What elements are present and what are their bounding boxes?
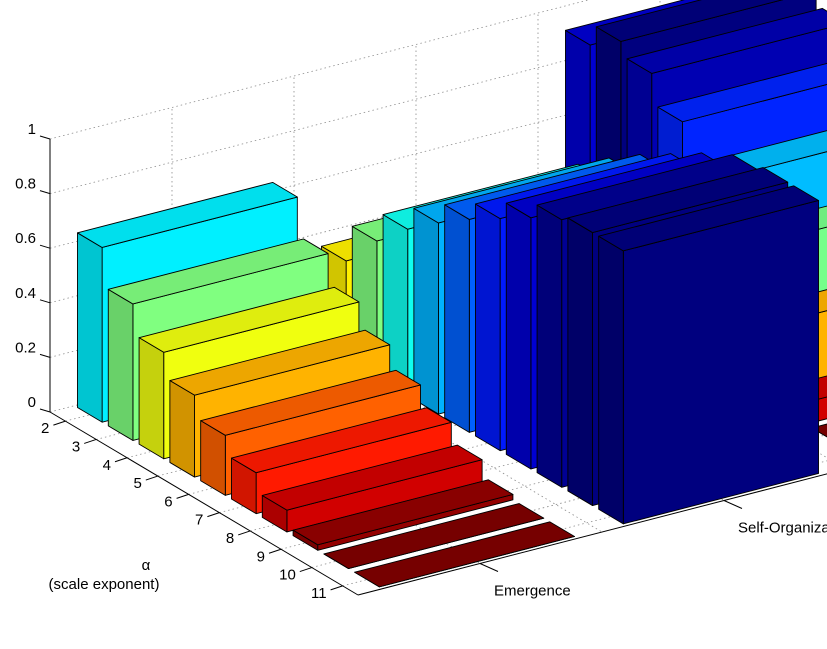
- alpha-tick-label: 7: [195, 512, 203, 529]
- bar-front-face: [622, 200, 819, 525]
- z-tick-label: 1: [28, 121, 36, 138]
- alpha-tick-label: 11: [311, 585, 327, 602]
- alpha-axis: [49, 411, 359, 596]
- alpha-tick-label: 9: [257, 548, 265, 565]
- bar-top-face: [567, 167, 789, 234]
- z-tick-mark: [39, 408, 51, 413]
- z-tick-label: 0.6: [15, 230, 36, 247]
- z-tick-mark: [39, 353, 51, 358]
- measure-label: Self-Organization: [738, 520, 827, 537]
- bar: [354, 521, 575, 588]
- alpha-tick-mark: [268, 548, 282, 554]
- alpha-tick-mark: [145, 475, 158, 481]
- bar-top-face: [107, 238, 329, 305]
- z-tick-mark: [39, 244, 51, 249]
- alpha-tick-label: 6: [164, 493, 172, 510]
- bar-side-face: [107, 288, 134, 441]
- bar: [323, 503, 545, 570]
- alpha-tick-mark: [330, 585, 343, 591]
- alpha-tick-label: 3: [72, 438, 80, 455]
- bar-top-face: [598, 185, 819, 252]
- alpha-tick-mark: [53, 420, 66, 426]
- bar-side-face: [505, 202, 532, 470]
- z-tick-label: 0.2: [15, 339, 36, 356]
- alpha-tick-label: 5: [133, 475, 141, 492]
- bar-top-face: [138, 286, 360, 353]
- z-tick-mark: [39, 190, 51, 195]
- bar-side-face: [536, 204, 563, 488]
- alpha-tick-label: 10: [279, 567, 296, 584]
- bar-top-face: [261, 444, 483, 511]
- bar-top-face: [200, 369, 421, 436]
- bar-top-face: [77, 181, 298, 248]
- bars: [77, 0, 827, 588]
- bar: [598, 185, 819, 525]
- alpha-tick-mark: [299, 567, 312, 573]
- alpha-tick-mark: [114, 457, 128, 463]
- bar-side-face: [444, 204, 470, 433]
- labels: α (scale exponent) 0 0.2 0.4 0.6 0.8 1 2 3 4 5 6 7 8…: [15, 121, 827, 602]
- bar-side-face: [169, 380, 195, 478]
- alpha-tick-mark: [84, 438, 97, 444]
- bar-top-face: [595, 0, 784, 42]
- alpha-tick-label: 8: [226, 530, 234, 547]
- measure-tick-mark: [479, 563, 499, 572]
- alpha-tick-mark: [238, 530, 251, 536]
- measure-tick-mark: [723, 500, 743, 509]
- alpha-axis-sublabel: (scale exponent): [49, 576, 160, 593]
- bar-side-face: [567, 217, 593, 507]
- alpha-tick-label: 2: [41, 420, 49, 437]
- z-tick-label: 0.4: [15, 285, 36, 302]
- bar-side-face: [598, 235, 624, 525]
- bar-top-face: [657, 62, 827, 123]
- measure-label: Emergence: [494, 583, 571, 600]
- z-tick-mark: [39, 135, 51, 140]
- bar-side-face: [475, 203, 501, 452]
- grid-line-z-back: [49, 0, 590, 140]
- z-tick-label: 0.8: [15, 176, 36, 193]
- alpha-tick-mark: [207, 512, 220, 518]
- bar-side-face: [77, 232, 103, 423]
- bar-top-face: [323, 503, 545, 570]
- alpha-tick-label: 4: [103, 457, 111, 474]
- bar: [261, 444, 483, 533]
- alpha-tick-mark: [176, 493, 189, 499]
- bar-top-face: [231, 407, 452, 474]
- bar: [292, 479, 514, 551]
- bar-top-face: [354, 521, 575, 588]
- bar-side-face: [138, 337, 165, 460]
- bar-top-face: [169, 329, 391, 396]
- bar-top-face: [292, 479, 514, 546]
- z-tick-mark: [39, 299, 51, 304]
- z-tick-label: 0: [28, 394, 36, 411]
- bar-top-face: [626, 7, 827, 74]
- alpha-axis-label: α: [142, 557, 151, 574]
